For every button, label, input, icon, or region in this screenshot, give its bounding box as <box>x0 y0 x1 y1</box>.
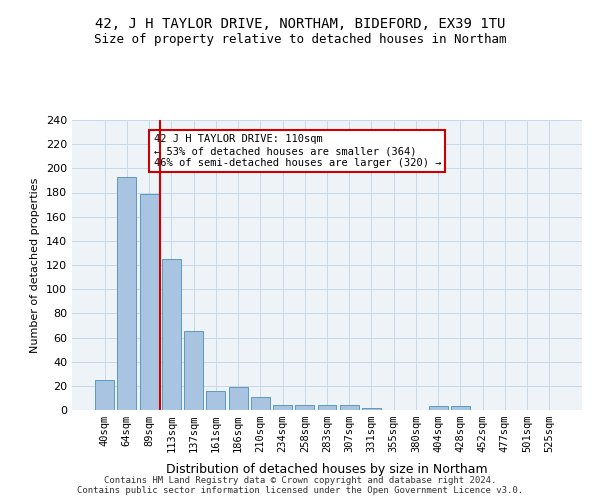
Bar <box>340 405 359 410</box>
Text: Contains HM Land Registry data © Crown copyright and database right 2024.
Contai: Contains HM Land Registry data © Crown c… <box>77 476 523 495</box>
Text: Size of property relative to detached houses in Northam: Size of property relative to detached ho… <box>94 32 506 46</box>
Bar <box>140 194 158 410</box>
Bar <box>295 405 314 410</box>
Bar <box>429 406 448 410</box>
Bar <box>118 177 136 410</box>
Bar <box>362 408 381 410</box>
Bar <box>95 380 114 410</box>
Bar <box>229 387 248 410</box>
Bar <box>184 332 203 410</box>
Bar <box>451 406 470 410</box>
X-axis label: Distribution of detached houses by size in Northam: Distribution of detached houses by size … <box>166 464 488 476</box>
Bar <box>317 405 337 410</box>
Bar <box>162 259 181 410</box>
Bar <box>273 405 292 410</box>
Text: 42, J H TAYLOR DRIVE, NORTHAM, BIDEFORD, EX39 1TU: 42, J H TAYLOR DRIVE, NORTHAM, BIDEFORD,… <box>95 18 505 32</box>
Y-axis label: Number of detached properties: Number of detached properties <box>31 178 40 352</box>
Text: 42 J H TAYLOR DRIVE: 110sqm
← 53% of detached houses are smaller (364)
46% of se: 42 J H TAYLOR DRIVE: 110sqm ← 53% of det… <box>154 134 441 168</box>
Bar <box>206 390 225 410</box>
Bar <box>251 396 270 410</box>
